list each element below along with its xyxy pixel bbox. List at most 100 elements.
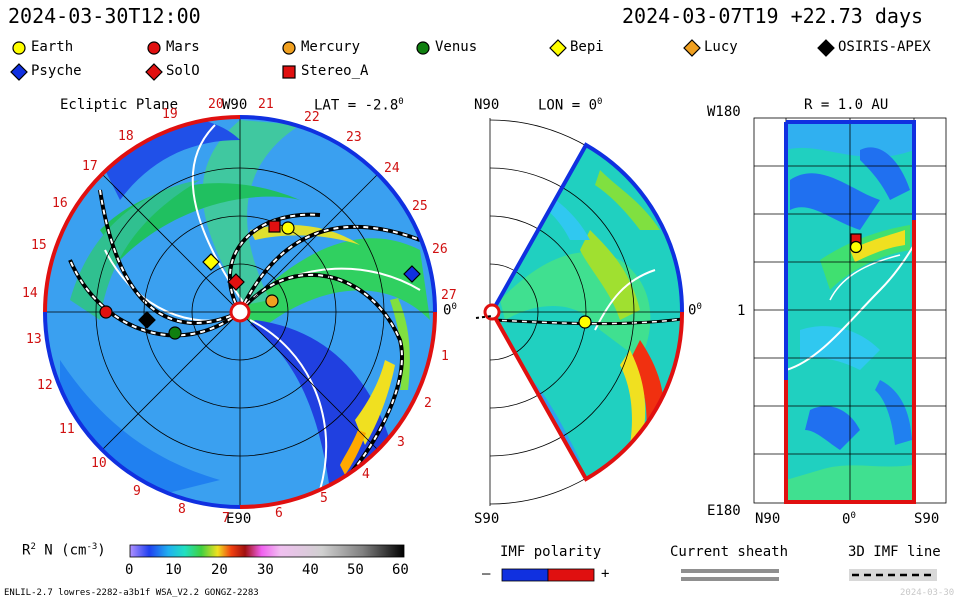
carr-14: 14 xyxy=(22,286,38,301)
stereo-marker xyxy=(282,65,296,79)
ecliptic-title: Ecliptic Plane xyxy=(60,97,179,113)
ecliptic-boundary-negative-nw xyxy=(43,115,241,313)
carr-16: 16 xyxy=(52,196,68,211)
carr-10: 10 xyxy=(91,456,107,471)
latlon-w180: W180 xyxy=(707,104,741,120)
legend-venus: Venus xyxy=(435,39,478,55)
venus-marker xyxy=(416,41,430,55)
carr-11: 11 xyxy=(59,422,75,437)
carr-9: 9 xyxy=(133,484,141,499)
ecliptic-zero-label: 00 xyxy=(443,302,457,319)
carr-5: 5 xyxy=(320,491,328,506)
w90-label: W90 xyxy=(222,97,248,113)
colorbar-tick-30: 30 xyxy=(257,562,274,578)
legend-earth: Earth xyxy=(31,39,74,55)
earth-position xyxy=(281,221,295,235)
latlon-zero: 00 xyxy=(842,511,856,528)
carr-8: 8 xyxy=(178,502,186,517)
legend-osiris: OSIRIS-APEX xyxy=(838,39,931,55)
solo-marker xyxy=(145,63,163,81)
legend-markers xyxy=(10,39,835,81)
ecliptic-boundary-negative-se xyxy=(239,311,437,509)
carr-22: 22 xyxy=(304,110,320,125)
meridional-sun-icon xyxy=(483,303,501,321)
e90-label: E90 xyxy=(226,511,252,527)
imf-polarity-title: IMF polarity xyxy=(500,544,602,560)
bepi-marker xyxy=(549,39,567,57)
colorbar-tick-50: 50 xyxy=(347,562,364,578)
colorbar-tick-60: 60 xyxy=(392,562,409,578)
imf-line-title: 3D IMF line xyxy=(848,544,941,560)
carr-26: 26 xyxy=(432,242,448,257)
earth-marker xyxy=(12,41,26,55)
carr-6: 6 xyxy=(275,506,283,521)
imf-plus: + xyxy=(601,566,610,582)
latlon-grid xyxy=(753,117,947,504)
carr-1: 1 xyxy=(441,349,449,364)
latlon-n90: N90 xyxy=(755,511,781,527)
carr-12: 12 xyxy=(37,378,53,393)
colorbar-tick-10: 10 xyxy=(165,562,182,578)
meridional-earth-position xyxy=(578,315,592,329)
run-time: 2024-03-07T19 +22.73 days xyxy=(622,4,924,28)
osiris-marker xyxy=(817,39,835,57)
lucy-marker xyxy=(683,39,701,57)
meridional-boundary-negative xyxy=(490,311,685,482)
carr-7: 7 xyxy=(222,511,230,526)
legend-psyche: Psyche xyxy=(31,63,82,79)
colorbar-label: R2 N (cm-3) xyxy=(22,542,106,559)
psyche-marker xyxy=(10,63,28,81)
mercury-marker xyxy=(282,41,296,55)
meridional-zero: 00 xyxy=(688,302,702,319)
imf-positive-swatch xyxy=(501,568,549,582)
density-colorbar xyxy=(129,544,405,558)
imf-minus: – xyxy=(482,566,491,582)
solo-position xyxy=(227,273,245,291)
current-sheath-line-a xyxy=(681,569,779,573)
legend-mercury: Mercury xyxy=(301,39,361,55)
venus-position xyxy=(168,326,182,340)
carr-18: 18 xyxy=(118,129,134,144)
current-sheath-title: Current sheath xyxy=(670,544,789,560)
latlon-s90: S90 xyxy=(914,511,940,527)
legend-mars: Mars xyxy=(166,39,200,55)
footer-date: 2024-03-30 xyxy=(900,588,955,598)
meridional-density-map xyxy=(492,145,684,479)
carr-27: 27 xyxy=(441,288,457,303)
latlon-mid: 1 xyxy=(737,303,746,319)
colorbar-tick-20: 20 xyxy=(211,562,228,578)
mars-marker xyxy=(147,41,161,55)
carr-23: 23 xyxy=(346,130,362,145)
carr-13: 13 xyxy=(26,332,42,347)
carr-25: 25 xyxy=(412,199,428,214)
meridional-boundary-positive xyxy=(490,142,685,313)
legend-stereo: Stereo_A xyxy=(301,63,369,79)
meridional-n90: N90 xyxy=(474,97,500,113)
meridional-s90: S90 xyxy=(474,511,500,527)
mercury-position xyxy=(265,294,279,308)
current-sheath-line-b xyxy=(681,577,779,581)
meridional-lon: LON = 00 xyxy=(538,97,603,114)
bepi-position xyxy=(202,253,220,271)
colorbar-tick-40: 40 xyxy=(302,562,319,578)
carr-20: 20 xyxy=(208,97,224,112)
latlon-title: R = 1.0 AU xyxy=(804,97,889,113)
sun-icon xyxy=(229,301,251,323)
carr-17: 17 xyxy=(82,159,98,174)
imf-negative-swatch xyxy=(547,568,595,582)
footer-model-info: ENLIL-2.7 lowres-2282-a3b1f WSA_V2.2 GON… xyxy=(4,588,259,598)
lat-label: LAT = -2.80 xyxy=(314,97,404,114)
psyche-position xyxy=(403,265,421,283)
legend-lucy: Lucy xyxy=(704,39,738,55)
carr-4: 4 xyxy=(362,467,370,482)
ecliptic-boundary-positive xyxy=(239,115,437,313)
carr-3: 3 xyxy=(397,435,405,450)
mars-position xyxy=(99,305,113,319)
carr-2: 2 xyxy=(424,396,432,411)
osiris-apex-position xyxy=(138,311,156,329)
model-time: 2024-03-30T12:00 xyxy=(8,4,201,28)
stereo-a-position xyxy=(268,220,281,233)
colorbar-tick-0: 0 xyxy=(125,562,134,578)
carr-24: 24 xyxy=(384,161,400,176)
